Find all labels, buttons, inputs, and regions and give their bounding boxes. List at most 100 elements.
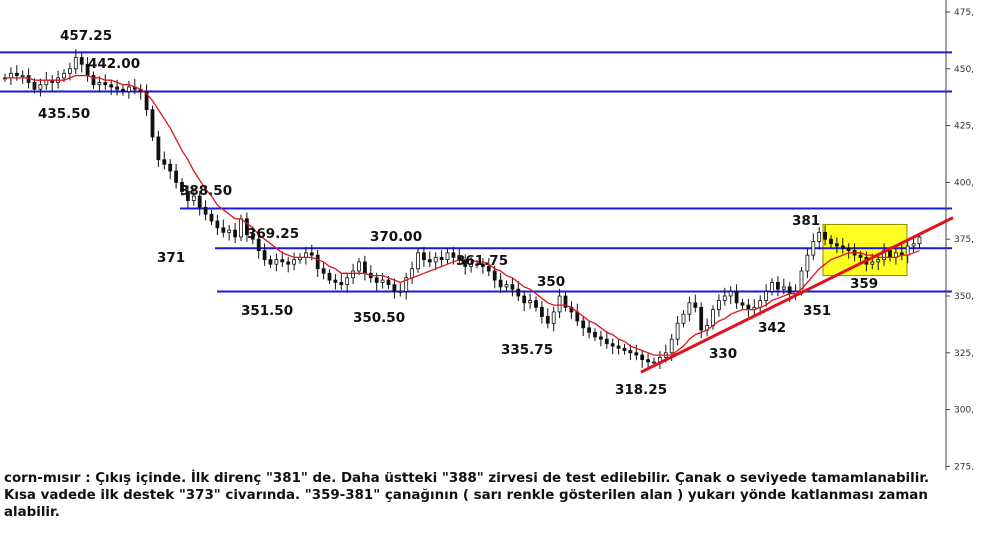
- candle-body: [227, 229, 232, 233]
- candle-body: [144, 91, 149, 111]
- candle-body: [687, 302, 692, 315]
- candle-body: [711, 309, 715, 326]
- price-label: 381: [792, 213, 820, 229]
- candle-body: [492, 270, 497, 281]
- highlight-box-layer: [822, 223, 908, 277]
- candle-body: [846, 247, 851, 251]
- candle-body: [451, 252, 456, 258]
- candle-body: [256, 238, 261, 251]
- price-label: 371: [157, 250, 185, 266]
- candle-body: [717, 300, 721, 311]
- candle-body: [469, 263, 474, 267]
- candle-body: [905, 245, 910, 256]
- candle-body: [309, 252, 314, 256]
- candle-body: [79, 57, 84, 65]
- y-axis-tick-label: 425,: [954, 122, 974, 132]
- candle-body: [693, 302, 698, 308]
- candle-body: [675, 322, 680, 340]
- candle-body: [244, 218, 249, 236]
- candle-body: [551, 311, 556, 324]
- price-label: 318.25: [615, 382, 667, 398]
- price-label: 350: [537, 274, 565, 290]
- candle-body: [510, 284, 515, 290]
- candle-body: [840, 245, 845, 249]
- price-label: 351.50: [241, 303, 293, 319]
- highlight-box: [822, 223, 908, 277]
- candle-body: [498, 279, 503, 288]
- price-label: 335.75: [501, 342, 553, 358]
- price-label: 350.50: [353, 310, 405, 326]
- candle-body: [91, 75, 96, 86]
- y-axis-tick-label: 375,: [954, 235, 974, 245]
- candle-body: [817, 231, 822, 242]
- candle-body: [669, 338, 674, 354]
- candle-body: [351, 270, 356, 279]
- price-label: 370.00: [370, 229, 422, 245]
- candle-body: [345, 277, 350, 286]
- candle-body: [917, 236, 922, 245]
- candle-body: [522, 295, 527, 304]
- candle-body: [321, 268, 326, 274]
- candle-body: [563, 295, 568, 308]
- candle-body: [604, 338, 609, 345]
- candle-body: [315, 254, 320, 270]
- price-label: 369.25: [247, 226, 299, 242]
- candle-body: [221, 227, 226, 233]
- price-label: 388.50: [180, 183, 232, 199]
- candle-body: [652, 361, 656, 364]
- candle-body: [829, 238, 833, 245]
- candle-body: [357, 261, 361, 272]
- candle-body: [303, 252, 308, 258]
- candle-body: [203, 206, 208, 215]
- candle-body: [475, 263, 479, 266]
- candle-body: [504, 284, 509, 288]
- candle-body: [68, 68, 72, 74]
- price-label: 342: [758, 320, 786, 336]
- candle-body: [14, 72, 19, 77]
- candle-body: [776, 281, 780, 290]
- candle-body: [911, 243, 916, 247]
- candle-body: [97, 82, 102, 86]
- candle-body: [628, 350, 633, 354]
- candle-body: [410, 268, 415, 279]
- candle-body: [280, 259, 285, 263]
- price-label: 442.00: [88, 56, 140, 72]
- candle-body: [73, 57, 78, 70]
- y-axis-tick-label: 300,: [954, 406, 974, 416]
- trendline: [640, 216, 954, 374]
- candle-body: [835, 243, 839, 247]
- candle-body: [327, 272, 332, 281]
- candle-body: [787, 286, 792, 295]
- candle-body: [274, 259, 279, 265]
- candle-body: [292, 259, 297, 265]
- candle-body: [610, 343, 615, 347]
- candle-body: [398, 291, 403, 293]
- candle-body: [156, 136, 161, 161]
- moving-average-line: [5, 74, 920, 356]
- caption: corn-mısır : Çıkış içinde. İlk direnç "3…: [4, 470, 996, 521]
- price-label: 330: [709, 346, 737, 362]
- caption-line: alabilir.: [4, 505, 60, 520]
- candle-body: [581, 320, 586, 329]
- candle-body: [681, 313, 686, 324]
- candle-body: [339, 281, 344, 286]
- candle-body: [858, 254, 863, 258]
- candle-body: [486, 266, 491, 272]
- candle-body: [805, 254, 810, 272]
- candle-body: [62, 72, 66, 79]
- candle-body: [250, 234, 255, 240]
- moving-average-layer: [5, 74, 920, 356]
- candle-body: [823, 231, 827, 240]
- candle-body: [32, 82, 37, 90]
- candle-body: [185, 191, 190, 201]
- y-axis-tick-label: 350,: [954, 292, 974, 302]
- candle-body: [127, 86, 131, 92]
- candle-body: [622, 347, 627, 351]
- candle-body: [392, 284, 397, 292]
- price-label: 457.25: [60, 28, 112, 44]
- price-label: 359: [850, 276, 878, 292]
- candle-body: [516, 288, 521, 297]
- candle-body: [380, 279, 385, 283]
- candle-body: [239, 218, 243, 238]
- candle-body: [439, 256, 444, 261]
